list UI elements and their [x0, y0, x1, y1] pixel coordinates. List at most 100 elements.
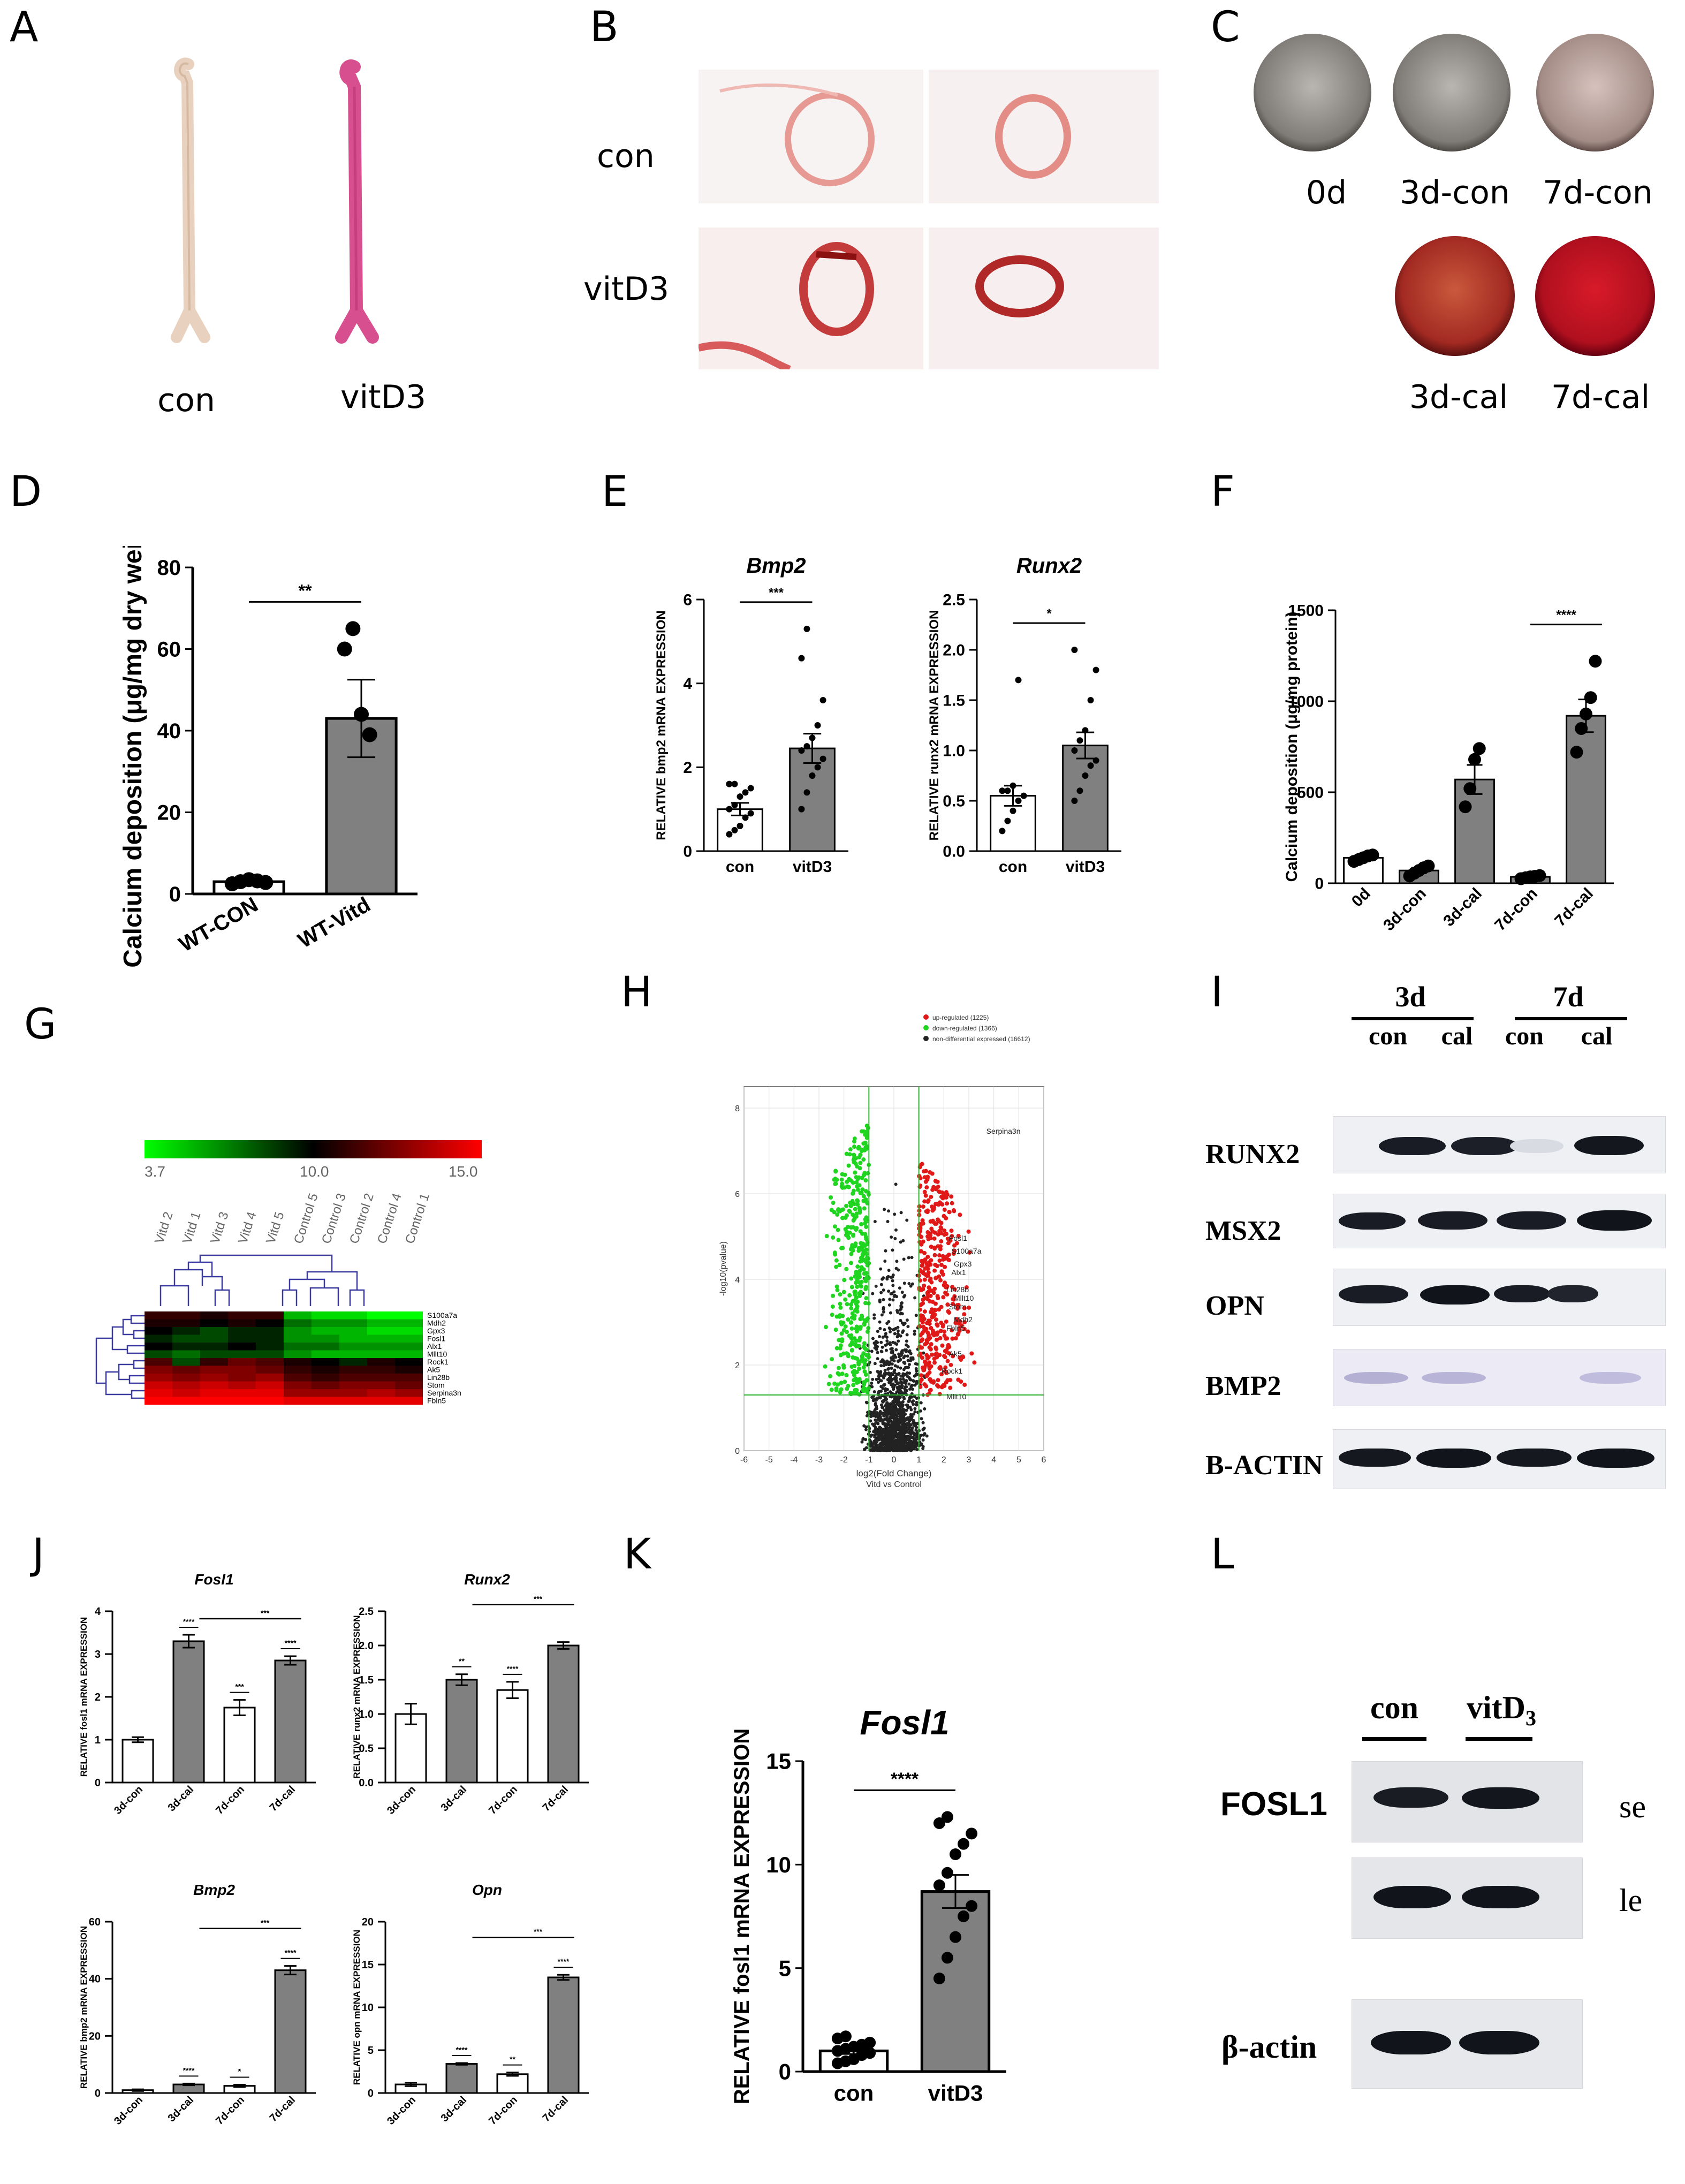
- point-down: [844, 1151, 849, 1156]
- y-tick-label: 0: [735, 1447, 740, 1456]
- heatmap-sample-label: Control 4: [375, 1192, 405, 1246]
- point-down: [836, 1366, 841, 1370]
- heatmap-sample-label: Control 3: [319, 1192, 349, 1246]
- x-tick-label: 3d-con: [112, 1784, 145, 1817]
- heatmap-cell: [256, 1366, 284, 1374]
- point-down: [861, 1157, 866, 1162]
- point-up: [933, 1262, 938, 1267]
- y-tick-label: 15: [766, 1749, 791, 1774]
- annotation-label: Lin28b: [946, 1285, 969, 1294]
- point-up: [930, 1187, 935, 1192]
- heatmap-cell: [312, 1327, 339, 1335]
- point-ns: [874, 1418, 877, 1422]
- wb-row-runx2: RUNX2: [1205, 1139, 1300, 1170]
- point-down: [834, 1264, 839, 1269]
- point-ns: [878, 1442, 882, 1446]
- point-ns: [906, 1435, 910, 1438]
- heatmap-cell: [395, 1358, 423, 1366]
- point-down: [836, 1207, 841, 1212]
- point-down: [863, 1199, 868, 1204]
- point-down: [862, 1271, 867, 1276]
- y-tick-label: 1.0: [943, 742, 965, 760]
- point-down: [866, 1326, 871, 1331]
- point-ns: [895, 1335, 899, 1339]
- point-down: [847, 1230, 852, 1235]
- point-down: [848, 1178, 853, 1183]
- y-tick-label: 3: [95, 1649, 101, 1660]
- point-up: [955, 1332, 960, 1337]
- point-up: [927, 1318, 931, 1323]
- point-up: [936, 1378, 940, 1383]
- point-ns: [878, 1300, 882, 1303]
- point-down: [838, 1305, 843, 1310]
- wb-l-lane-vitd: vitD: [1467, 1690, 1525, 1725]
- point-ns: [899, 1334, 902, 1338]
- point-up: [969, 1351, 974, 1356]
- point-up: [936, 1217, 940, 1222]
- bar-chart-svg-D: 0 20 40 60 80 Calcium deposition (μg/mg dry w…: [119, 494, 418, 968]
- point-down: [852, 1369, 856, 1374]
- chart-title: Bmp2: [193, 1882, 235, 1898]
- point-up: [937, 1307, 942, 1312]
- point-down: [856, 1146, 861, 1151]
- point-up: [930, 1352, 935, 1357]
- point-ns: [898, 1412, 902, 1415]
- wb-row-bmp2: BMP2: [1205, 1371, 1281, 1401]
- point-ns: [910, 1447, 914, 1451]
- heatmap-scale-min: 3.7: [145, 1163, 165, 1180]
- y-tick-label: 0: [1315, 875, 1324, 893]
- dish-3d-con: [1393, 34, 1511, 151]
- point-up: [957, 1326, 962, 1331]
- legend-marker: [923, 1036, 929, 1041]
- point-ns: [882, 1288, 885, 1292]
- point-up: [918, 1333, 923, 1338]
- point-ns: [904, 1389, 907, 1393]
- point-down: [862, 1322, 867, 1327]
- point-up: [923, 1193, 928, 1198]
- point-ns: [878, 1396, 882, 1400]
- annotation-label: Mdh2: [954, 1315, 973, 1324]
- point-ns: [914, 1314, 918, 1317]
- point-down: [863, 1234, 868, 1239]
- point-ns: [890, 1413, 893, 1416]
- point-down: [848, 1343, 853, 1348]
- point-down: [853, 1376, 858, 1381]
- y-axis-label: Calcium deposition (μg/mg protein): [1283, 611, 1301, 882]
- point-ns: [910, 1387, 914, 1391]
- chart-d-calcium-tissue: 0 20 40 60 80 Calcium deposition (μg/mg dry w…: [96, 494, 444, 1012]
- point-ns: [906, 1359, 910, 1362]
- point-down: [842, 1278, 847, 1283]
- point-ns: [915, 1447, 919, 1451]
- heatmap-cell: [228, 1397, 256, 1405]
- point-down: [854, 1280, 859, 1285]
- point-up: [933, 1276, 938, 1280]
- wb-blot-opn: [1333, 1269, 1666, 1326]
- point-down: [830, 1357, 834, 1362]
- dish-3d-con-label: 3d-con: [1400, 174, 1510, 211]
- point-down: [839, 1177, 844, 1182]
- point-ns: [902, 1281, 906, 1285]
- chart-title: Runx2: [464, 1571, 510, 1588]
- point-up: [925, 1174, 930, 1179]
- point-ns: [910, 1442, 914, 1445]
- point-up: [957, 1321, 961, 1326]
- wb-row-msx2: MSX2: [1205, 1216, 1281, 1246]
- point-ns: [897, 1408, 900, 1412]
- point-down: [855, 1284, 860, 1289]
- bar-vitD3: [1062, 745, 1109, 852]
- x-tick-label: -3: [815, 1455, 823, 1465]
- point-ns: [871, 1292, 875, 1295]
- data-point: [1570, 746, 1583, 759]
- significance-mark: *: [1046, 606, 1052, 621]
- point-ns: [874, 1438, 878, 1442]
- point-up: [922, 1258, 927, 1263]
- data-point: [1468, 753, 1481, 766]
- dish-7d-cal-label: 7d-cal: [1551, 378, 1650, 416]
- data-point: [798, 655, 805, 662]
- x-tick-label: 7d-cal: [268, 2094, 298, 2124]
- data-point: [941, 1867, 953, 1879]
- heatmap-sample-labels: Vitd 2 Vitd 1 Vitd 3 Vitd 4 Vitd 5 Control 5C…: [152, 1192, 432, 1246]
- point-ns: [883, 1398, 886, 1402]
- bar-3d-con: [122, 1739, 154, 1784]
- heatmap-cell: [312, 1343, 339, 1351]
